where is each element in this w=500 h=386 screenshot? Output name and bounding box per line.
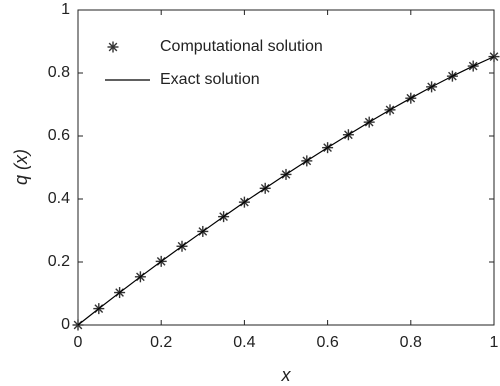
y-tick-label: 0.4 bbox=[48, 190, 70, 207]
x-axis-label: x bbox=[281, 365, 292, 385]
y-tick-label: 0 bbox=[61, 316, 70, 333]
y-tick-label: 0.6 bbox=[48, 127, 70, 144]
x-tick-label: 0.4 bbox=[233, 334, 255, 351]
data-line bbox=[77, 56, 495, 326]
legend-label: Exact solution bbox=[160, 71, 260, 88]
x-tick-label: 0 bbox=[74, 334, 83, 351]
legend-marker bbox=[107, 41, 119, 53]
plot-frame bbox=[77, 9, 495, 326]
legend-label: Computational solution bbox=[160, 38, 323, 55]
y-tick-label: 0.2 bbox=[48, 253, 70, 270]
x-tick-label: 0.8 bbox=[400, 334, 422, 351]
y-tick-label: 1 bbox=[61, 1, 70, 18]
x-tick-label: 0.6 bbox=[316, 334, 338, 351]
y-axis-label: q (x) bbox=[11, 149, 31, 185]
marker-stroke bbox=[108, 42, 118, 52]
x-tick-label: 0.2 bbox=[150, 334, 172, 351]
y-tick-label: 0.8 bbox=[48, 64, 70, 81]
x-tick-label: 1 bbox=[490, 334, 499, 351]
